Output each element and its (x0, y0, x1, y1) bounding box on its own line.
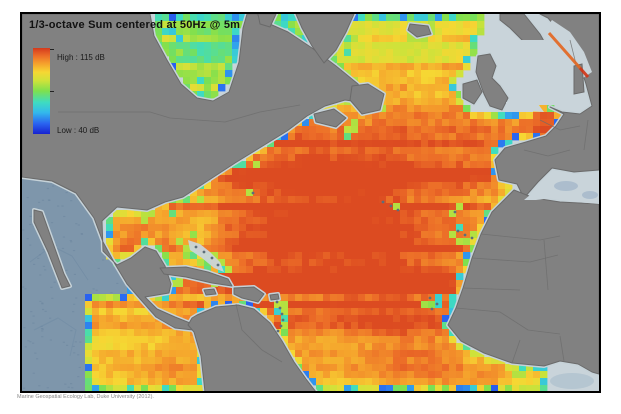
legend: High : 115 dB Low : 40 dB (33, 47, 153, 139)
legend-high-label: High : 115 dB (57, 53, 105, 62)
legend-low-label: Low : 40 dB (57, 126, 100, 135)
legend-top-tick (50, 49, 54, 50)
attribution-text: Marine Geospatial Ecology Lab, Duke Univ… (17, 394, 154, 400)
legend-colorbar (33, 48, 50, 134)
legend-mid-tick (50, 91, 54, 92)
map-title: 1/3-octave Sum centered at 50Hz @ 5m (29, 19, 241, 31)
map-canvas (22, 14, 599, 391)
noise-map-figure: 1/3-octave Sum centered at 50Hz @ 5m Hig… (20, 12, 601, 393)
